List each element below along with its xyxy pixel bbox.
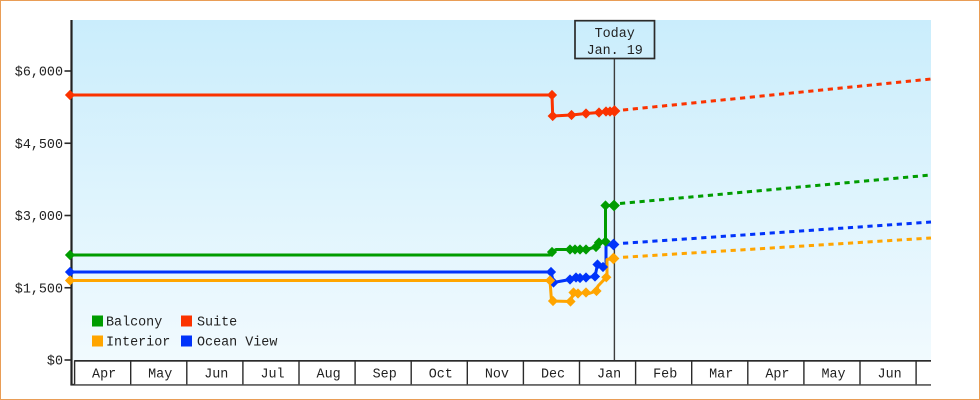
svg-text:Balcony: Balcony	[106, 316, 162, 331]
svg-text:Jun: Jun	[204, 368, 228, 383]
svg-text:Today: Today	[595, 27, 635, 42]
svg-text:Oct: Oct	[429, 368, 453, 383]
svg-text:$3,000: $3,000	[15, 210, 63, 225]
svg-text:May: May	[148, 368, 172, 383]
svg-text:Mar: Mar	[709, 368, 733, 383]
svg-text:$1,500: $1,500	[15, 282, 63, 297]
svg-text:$0: $0	[47, 355, 63, 370]
svg-text:Ocean View: Ocean View	[197, 336, 277, 351]
svg-text:Jul: Jul	[260, 368, 284, 383]
svg-text:Jan: Jan	[597, 368, 621, 383]
svg-text:Dec: Dec	[541, 368, 565, 383]
svg-text:May: May	[821, 368, 845, 383]
svg-text:$4,500: $4,500	[15, 138, 63, 153]
svg-text:Jun: Jun	[878, 368, 902, 383]
svg-text:Sep: Sep	[373, 368, 397, 383]
svg-text:Aug: Aug	[317, 368, 341, 383]
svg-text:Jan. 19: Jan. 19	[587, 44, 643, 59]
svg-text:Feb: Feb	[653, 368, 677, 383]
svg-text:$6,000: $6,000	[15, 66, 63, 81]
svg-text:Suite: Suite	[197, 316, 237, 331]
svg-text:Apr: Apr	[92, 368, 116, 383]
svg-text:Apr: Apr	[765, 368, 789, 383]
svg-text:Interior: Interior	[106, 336, 170, 351]
svg-text:Nov: Nov	[485, 368, 509, 383]
